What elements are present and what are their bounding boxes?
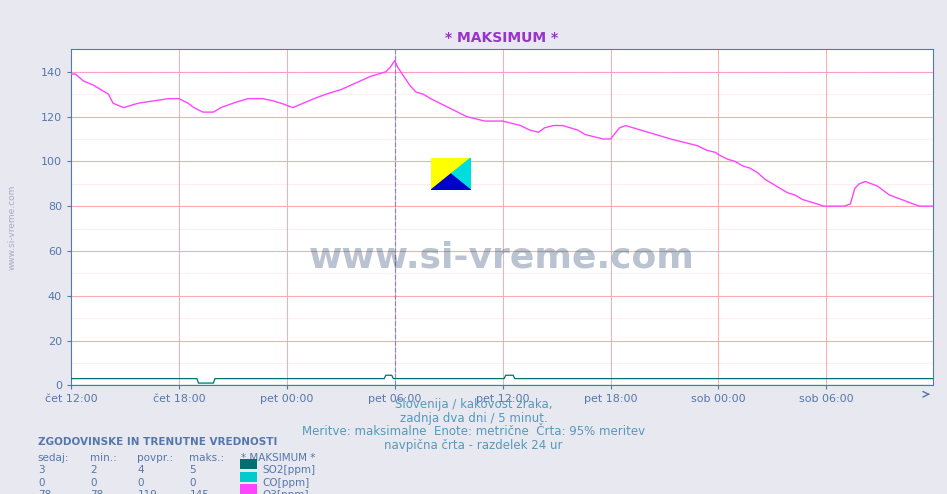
Text: 4: 4 (137, 465, 144, 475)
Text: 119: 119 (137, 490, 157, 494)
Polygon shape (451, 158, 471, 190)
Text: 78: 78 (38, 490, 51, 494)
Text: SO2[ppm]: SO2[ppm] (262, 465, 315, 475)
Text: zadnja dva dni / 5 minut.: zadnja dva dni / 5 minut. (400, 412, 547, 424)
Text: 2: 2 (90, 465, 97, 475)
Text: maks.:: maks.: (189, 453, 224, 463)
Text: CO[ppm]: CO[ppm] (262, 478, 310, 488)
Text: 0: 0 (38, 478, 45, 488)
Text: Meritve: maksimalne  Enote: metrične  Črta: 95% meritev: Meritve: maksimalne Enote: metrične Črta… (302, 425, 645, 438)
Text: 0: 0 (90, 478, 97, 488)
Text: 0: 0 (189, 478, 196, 488)
Text: ZGODOVINSKE IN TRENUTNE VREDNOSTI: ZGODOVINSKE IN TRENUTNE VREDNOSTI (38, 437, 277, 447)
Text: 145: 145 (189, 490, 209, 494)
Text: sedaj:: sedaj: (38, 453, 69, 463)
Text: 3: 3 (38, 465, 45, 475)
Text: www.si-vreme.com: www.si-vreme.com (8, 185, 17, 270)
Text: 0: 0 (137, 478, 144, 488)
Text: 5: 5 (189, 465, 196, 475)
Title: * MAKSIMUM *: * MAKSIMUM * (445, 32, 559, 45)
Text: navpična črta - razdelek 24 ur: navpična črta - razdelek 24 ur (384, 439, 563, 452)
Text: www.si-vreme.com: www.si-vreme.com (309, 241, 695, 275)
Text: 78: 78 (90, 490, 103, 494)
Polygon shape (431, 174, 471, 190)
Text: * MAKSIMUM *: * MAKSIMUM * (241, 453, 316, 463)
Text: O3[ppm]: O3[ppm] (262, 490, 309, 494)
Polygon shape (431, 158, 471, 190)
Text: min.:: min.: (90, 453, 116, 463)
Text: povpr.:: povpr.: (137, 453, 173, 463)
Text: Slovenija / kakovost zraka,: Slovenija / kakovost zraka, (395, 398, 552, 411)
